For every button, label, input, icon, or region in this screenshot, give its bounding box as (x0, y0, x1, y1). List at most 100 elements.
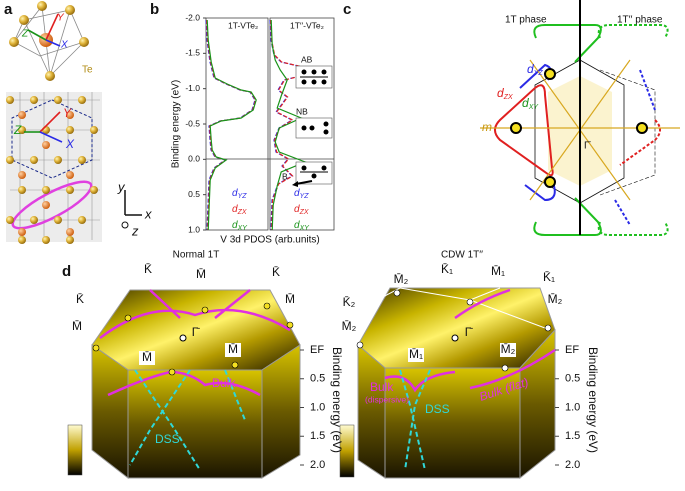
arpes-left (91, 289, 301, 480)
k-point-label: M̄₁ (409, 347, 423, 361)
gamma-label: Γ̄ (584, 141, 592, 152)
panel-label: b (150, 1, 159, 18)
plot-title: 1T′′-VTe₂ (290, 20, 324, 30)
y-axis-label: Binding energy (eV) (171, 80, 182, 168)
colorbar (339, 424, 355, 478)
gamma-dot (179, 334, 187, 342)
k-point-label: K̄ (272, 265, 280, 279)
band-label: DSS (155, 432, 180, 446)
annotation: B (282, 171, 288, 181)
y-tick-label: 1.0 (565, 401, 580, 413)
axis-label: X (65, 137, 75, 151)
plot-frame (269, 17, 335, 231)
panel-d: d Normal 1T CDW 1T′′ Binding energy (eV)… (62, 250, 600, 480)
legend-main: d (232, 188, 238, 199)
legend-entry: dXY (294, 220, 310, 232)
axis-label: z (131, 223, 139, 238)
y-tick-label: -2.0 (185, 12, 200, 22)
phase-label: 1T′′ phase (617, 15, 663, 26)
k-point-label: Γ̄ (465, 325, 474, 339)
label-box (139, 351, 155, 365)
k-dot (124, 314, 132, 322)
k-point-label: M̄₂ (501, 342, 516, 356)
legend-sub: XY (237, 225, 249, 232)
band-label: Bulk (212, 376, 236, 390)
k-point-label: M̄ (285, 292, 295, 306)
k-dot (231, 361, 239, 369)
phase-label: 1T phase (505, 15, 547, 26)
k-dot (356, 341, 364, 349)
axis-label: Binding energy (eV) (330, 347, 344, 453)
plot-title: 1T-VTe₂ (228, 20, 258, 30)
k-point-label: K̄₂ (343, 295, 356, 309)
panel-c: c 1T phase 1T′′ phase dZX dYZ dXY m Γ̄ (343, 0, 680, 236)
k-points: K̄ M̄ K̄ K̄ M̄ M̄ Γ̄ M̄ M̄ M̄₂ K̄₁ M̄₁ K̄₁ K̄₂ M̄₂ Γ̄ M̄… (72, 262, 563, 376)
legend-main: d (232, 204, 238, 215)
legend-main: d (294, 188, 300, 199)
y-tick-label: -0.5 (185, 118, 200, 128)
annotation: AB (301, 54, 313, 64)
pdos-curve (270, 19, 307, 231)
y-tick-label: 1.5 (565, 430, 580, 442)
axis-label: x (144, 206, 152, 221)
label-box (225, 343, 241, 357)
y-tick-label: 0.5 (310, 373, 325, 385)
mirror-label: m (482, 120, 492, 134)
k-point-label: M̄ (72, 319, 82, 333)
gamma-dot (451, 334, 459, 342)
y-tick-label: EF (310, 344, 324, 356)
k-point-label: M̄₁ (491, 264, 505, 278)
y-tick-label: 0.5 (565, 373, 580, 385)
k-dot (92, 344, 100, 352)
legend-entry: dXY (232, 220, 248, 232)
k-dot (263, 302, 271, 310)
k-point-label: K̄₁ (543, 270, 555, 284)
pdos-curves (205, 19, 321, 231)
legend-sub: XY (299, 225, 311, 232)
k-dot (501, 364, 509, 372)
y-tick-label: 1.0 (188, 224, 200, 234)
panel-a: a Te Y X Z Y Z X y x z (4, 1, 152, 244)
y-tick-label: 0.5 (188, 189, 200, 199)
block-title: Normal 1T (173, 250, 220, 261)
k-point-label: K̄ (144, 262, 152, 276)
legend-main: d (232, 220, 238, 231)
orbital-insets (295, 65, 333, 185)
k-dot (168, 368, 176, 376)
k-dot (286, 321, 294, 329)
atom-label: Te (82, 65, 93, 76)
pdos-curve (270, 19, 321, 231)
y-tick-label: -1.0 (185, 83, 200, 93)
k-point-label: Γ̄ (192, 325, 201, 339)
block-title: CDW 1T′′ (441, 250, 483, 261)
k-point-label: M̄ (196, 267, 206, 281)
label-box (500, 343, 516, 357)
legend-sub: ZX (237, 209, 247, 216)
legend-entry: dYZ (232, 188, 247, 200)
y-tick-label: EF (565, 344, 579, 356)
axis-label: Binding energy (eV) (586, 347, 600, 453)
y-tick-label: 2.0 (310, 459, 325, 471)
legend-entry: dZX (294, 204, 309, 216)
y-tick-label: 2.0 (565, 459, 580, 471)
axis-label: Z (21, 29, 29, 40)
legend-sub: YZ (238, 193, 248, 200)
arpes-right (357, 287, 556, 480)
x-axis-label: V 3d PDOS (arb.units) (220, 235, 319, 246)
orbital-label: dXY (522, 96, 539, 111)
axis-label: y (117, 179, 126, 194)
y-tick-label: 0.0 (188, 154, 200, 164)
band-label: DSS (425, 402, 450, 416)
axis-label: X (60, 40, 68, 51)
legend-main: d (294, 204, 300, 215)
k-point-label: M̄ (228, 342, 238, 356)
k-point-label: M̄₂ (548, 292, 563, 306)
k-point-label: M̄₂ (342, 319, 357, 333)
axis-label: Z (13, 123, 22, 137)
y-tick-label: 1.5 (310, 430, 325, 442)
legend-sub: YZ (300, 193, 310, 200)
k-point-label: M̄₂ (394, 272, 409, 286)
legend-entry: dYZ (294, 188, 309, 200)
band-label: (dispersive) (365, 394, 409, 404)
k-point-label: M̄ (142, 350, 152, 364)
